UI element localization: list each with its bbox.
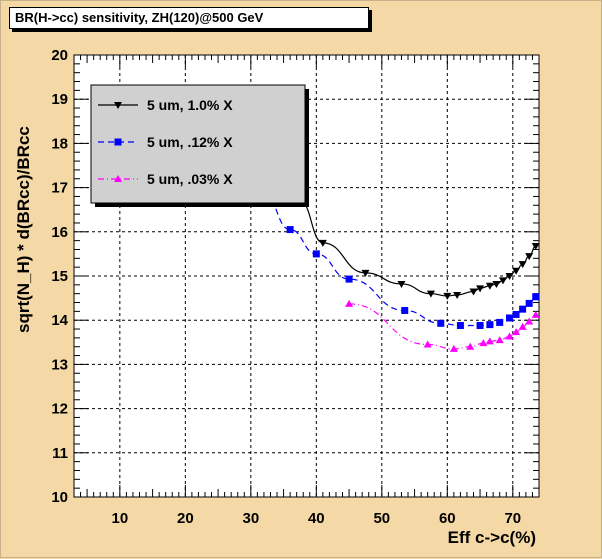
data-point [345, 299, 354, 307]
y-tick-label: 15 [51, 268, 68, 285]
legend-label: 5 um, .12% X [147, 134, 233, 150]
y-tick-label: 11 [52, 445, 68, 462]
data-point [469, 288, 478, 296]
data-point [476, 322, 484, 330]
y-tick-label: 19 [51, 91, 68, 108]
data-point [505, 273, 514, 280]
y-tick-label: 13 [51, 356, 68, 373]
data-point [531, 310, 539, 318]
y-tick-label: 12 [51, 401, 68, 418]
data-point [485, 337, 494, 345]
data-point [518, 322, 527, 330]
data-point [518, 261, 527, 269]
data-point [531, 242, 539, 250]
legend-label: 5 um, .03% X [147, 171, 233, 187]
x-tick-label: 20 [177, 510, 194, 527]
data-point [437, 319, 445, 327]
data-point [401, 306, 409, 314]
x-tick-label: 40 [308, 510, 325, 527]
data-point [492, 280, 501, 288]
data-point [426, 290, 435, 298]
data-point [312, 250, 320, 258]
data-point [466, 342, 475, 350]
data-point [476, 285, 485, 293]
data-point [496, 318, 504, 326]
x-axis-label: Eff c->c(%) [448, 528, 536, 547]
y-tick-label: 16 [51, 224, 68, 241]
data-point [397, 280, 406, 288]
y-tick-label: 14 [51, 312, 68, 329]
legend: 5 um, 1.0% X 5 um, .12% X 5 um, .03% X [90, 84, 309, 207]
x-tick-label: 10 [112, 510, 129, 527]
data-point [361, 269, 370, 277]
data-point [486, 321, 494, 329]
data-point [532, 293, 539, 301]
y-tick-label: 20 [51, 47, 68, 64]
data-point [443, 292, 452, 300]
legend-marker [114, 102, 122, 109]
data-point [519, 305, 527, 313]
data-point [485, 282, 494, 290]
data-point [525, 299, 533, 307]
y-axis-label: sqrt(N_H) * d(BRcc)/BRcc [14, 126, 33, 333]
chart-title: BR(H->cc) sensitivity, ZH(120)@500 GeV [9, 7, 369, 29]
data-point [318, 239, 327, 247]
data-point [345, 275, 353, 283]
data-point [495, 336, 504, 344]
legend-label: 5 um, 1.0% X [147, 97, 233, 113]
data-point [453, 292, 462, 300]
x-tick-label: 50 [373, 510, 390, 527]
data-point [456, 322, 464, 330]
legend-marker [114, 138, 122, 146]
data-point [498, 277, 507, 285]
data-point [423, 340, 432, 348]
x-tick-label: 60 [439, 510, 456, 527]
axis-ticks: 10 20 30 40 50 60 70 10 11 12 13 14 15 16 17 18 19 20 [51, 47, 540, 527]
data-point [525, 317, 534, 325]
data-point [449, 344, 458, 352]
y-tick-label: 18 [51, 135, 68, 152]
data-point [512, 267, 521, 275]
y-tick-label: 10 [51, 489, 68, 506]
series-group [260, 190, 539, 352]
data-point [512, 310, 520, 318]
data-point [512, 328, 521, 336]
legend-marker [114, 175, 122, 182]
series-3 [345, 299, 539, 352]
x-tick-label: 30 [242, 510, 259, 527]
data-point [505, 332, 514, 340]
y-tick-label: 17 [51, 180, 68, 197]
data-point [525, 253, 534, 261]
series-line-3 [349, 303, 536, 350]
data-point [506, 314, 514, 322]
data-point [479, 339, 488, 347]
data-point [286, 226, 294, 234]
series-2 [260, 190, 539, 330]
x-tick-label: 70 [504, 510, 521, 527]
